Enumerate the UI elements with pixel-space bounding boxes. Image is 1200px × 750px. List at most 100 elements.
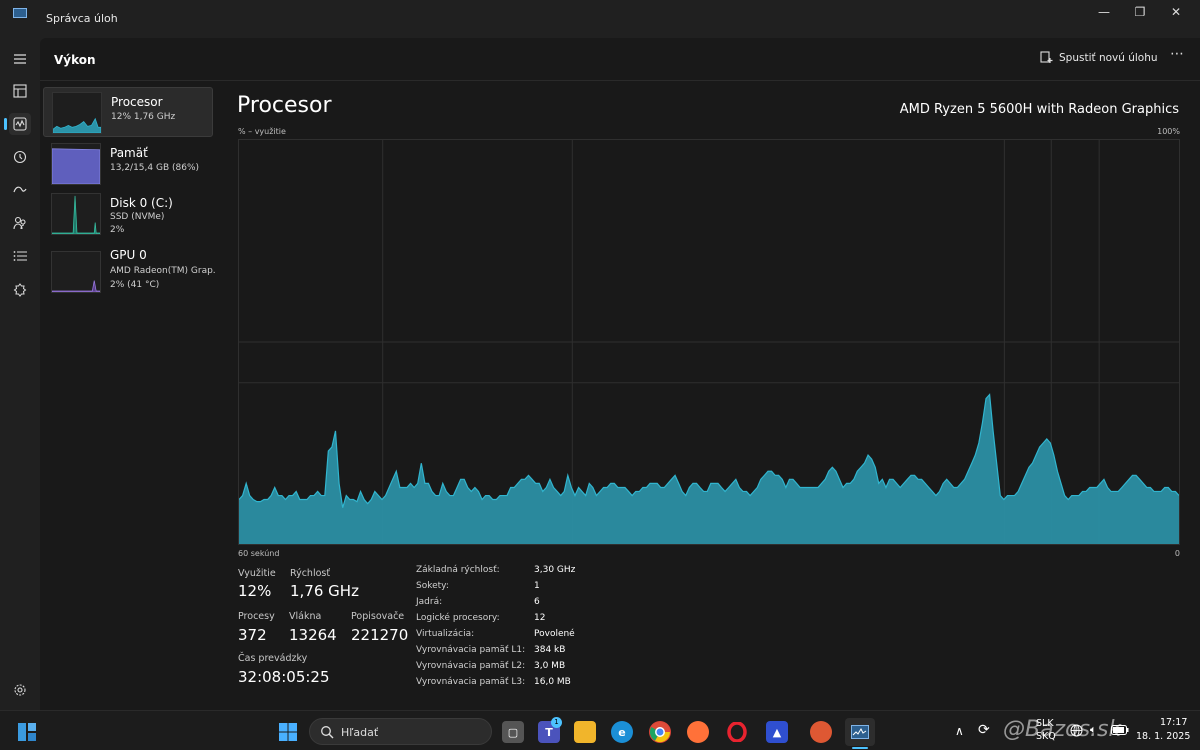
task-manager-window: Správca úloh — ❐ ✕ <box>0 0 1200 710</box>
detail-value: Povolené <box>534 629 575 639</box>
detail-value: 1 <box>534 581 540 591</box>
active-app-indicator <box>852 747 868 749</box>
detail-value: 16,0 MB <box>534 677 571 687</box>
detail-label: Vyrovnávacia pamäť L3: <box>416 677 526 687</box>
sidebar-item-name: Procesor <box>111 95 163 109</box>
sidebar-item-name: GPU 0 <box>110 248 147 262</box>
cpu-title: Procesor <box>237 93 332 118</box>
more-options-button[interactable]: ⋯ <box>1170 46 1185 62</box>
detail-label: Vyrovnávacia pamäť L1: <box>416 645 526 655</box>
run-new-task-label: Spustiť novú úlohu <box>1059 51 1158 64</box>
settings-gear-icon[interactable] <box>9 679 31 701</box>
details-icon[interactable] <box>9 245 31 267</box>
graph-label: % – využitie <box>238 127 286 136</box>
keyboard-layout-indicator[interactable]: SKQ <box>1036 731 1056 742</box>
detail-label: Základná rýchlosť: <box>416 565 500 575</box>
detail-label: Virtualizácia: <box>416 629 475 639</box>
sidebar-item-sub2: 2% <box>110 225 125 235</box>
hamburger-menu-icon[interactable] <box>9 48 31 70</box>
clock-date[interactable]: 18. 1. 2025 <box>1136 731 1191 742</box>
language-indicator[interactable]: SLK <box>1036 718 1054 729</box>
sidebar-item-name: Disk 0 (C:) <box>110 196 173 210</box>
minimize-button[interactable]: — <box>1098 5 1110 19</box>
sync-icon[interactable]: ⟳ <box>978 722 990 738</box>
graph-max-label: 100% <box>1157 127 1180 136</box>
chrome-browser-icon[interactable] <box>649 721 671 743</box>
services-icon[interactable] <box>9 279 31 301</box>
duckduckgo-icon[interactable] <box>810 721 832 743</box>
maximize-button[interactable]: ❐ <box>1134 5 1146 19</box>
task-manager-taskbar-icon[interactable] <box>845 718 875 746</box>
notification-badge: 1 <box>551 717 562 728</box>
sidebar-item-sub: AMD Radeon(TM) Grap. <box>110 266 216 276</box>
performance-sidebar: Procesor 12% 1,76 GHz Pamäť 13,2/15,4 GB… <box>40 81 218 710</box>
memory-thumbnail-graph <box>51 143 101 185</box>
detail-value: 6 <box>534 597 540 607</box>
detail-label: Logické procesory: <box>416 613 500 623</box>
task-view-icon[interactable]: ▢ <box>502 721 524 743</box>
sidebar-item-disk[interactable]: Disk 0 (C:) SSD (NVMe) 2% <box>43 189 213 239</box>
title-bar[interactable]: Správca úloh — ❐ ✕ <box>0 0 1200 38</box>
windows-taskbar: Hľadať ▢ T 1 e ▲ ∧ ⟳ @Bazos.sk SLK SKQ 🔈… <box>0 710 1200 750</box>
detail-value: 3,0 MB <box>534 661 566 671</box>
navigation-rail <box>0 38 40 710</box>
processes-icon[interactable] <box>9 80 31 102</box>
sidebar-item-cpu[interactable]: Procesor 12% 1,76 GHz <box>43 87 213 137</box>
sidebar-item-memory[interactable]: Pamäť 13,2/15,4 GB (86%) <box>43 139 213 189</box>
close-button[interactable]: ✕ <box>1170 5 1182 19</box>
page-title: Výkon <box>54 53 96 67</box>
show-hidden-icons-chevron-icon[interactable]: ∧ <box>955 724 964 738</box>
bazos-watermark: @Bazos.sk <box>1003 717 1122 742</box>
cpu-series-line <box>239 393 1179 508</box>
app-history-icon[interactable] <box>9 146 31 168</box>
graph-grid <box>239 140 1179 544</box>
main-area: Výkon Spustiť novú úlohu ⋯ Procesor 12% … <box>40 38 1200 710</box>
detail-value: 384 kB <box>534 645 566 655</box>
sidebar-item-name: Pamäť <box>110 146 148 160</box>
taskbar-search-box[interactable]: Hľadať <box>309 718 492 745</box>
uptime-value: 32:08:05:25 <box>238 668 330 686</box>
performance-icon[interactable] <box>4 113 31 135</box>
detail-label: Vyrovnávacia pamäť L2: <box>416 661 526 671</box>
detail-label: Jadrá: <box>416 597 443 607</box>
new-task-icon <box>1040 51 1053 63</box>
cpu-model: AMD Ryzen 5 5600H with Radeon Graphics <box>899 102 1179 117</box>
gpu-thumbnail-graph <box>51 251 101 293</box>
clock-time[interactable]: 17:17 <box>1160 717 1188 728</box>
graph-min-label: 0 <box>1174 549 1180 558</box>
page-header: Výkon Spustiť novú úlohu ⋯ <box>40 38 1200 81</box>
handles-value: 221270 <box>351 626 409 644</box>
uptime-label: Čas prevádzky <box>238 653 308 664</box>
startup-apps-icon[interactable] <box>9 179 31 201</box>
start-button-icon[interactable] <box>277 721 299 743</box>
threads-value: 13264 <box>289 626 337 644</box>
task-manager-app-icon <box>13 8 27 18</box>
detail-value: 12 <box>534 613 546 623</box>
widgets-icon[interactable] <box>16 721 38 743</box>
opera-browser-icon[interactable] <box>726 721 748 743</box>
sidebar-item-sub: 12% 1,76 GHz <box>111 112 176 122</box>
volume-icon[interactable]: 🔈︎ <box>1090 723 1097 736</box>
disk-thumbnail-graph <box>51 193 101 235</box>
cpu-detail-panel: Procesor AMD Ryzen 5 5600H with Radeon G… <box>218 81 1200 710</box>
sidebar-item-gpu[interactable]: GPU 0 AMD Radeon(TM) Grap. 2% (41 °C) <box>43 247 216 297</box>
users-icon[interactable] <box>9 212 31 234</box>
firefox-browser-icon[interactable] <box>687 721 709 743</box>
network-globe-icon[interactable] <box>1070 724 1083 740</box>
sidebar-item-sub2: 2% (41 °C) <box>110 280 160 290</box>
handles-label: Popisovače <box>351 611 405 622</box>
file-explorer-icon[interactable] <box>574 721 596 743</box>
detail-label: Sokety: <box>416 581 449 591</box>
battery-icon[interactable] <box>1111 725 1129 738</box>
run-new-task-button[interactable]: Spustiť novú úlohu <box>1040 51 1158 64</box>
edge-browser-icon[interactable]: e <box>611 721 633 743</box>
utilization-value: 12% <box>238 582 272 600</box>
speed-value: 1,76 GHz <box>290 582 359 600</box>
cpu-thumbnail-graph <box>52 92 102 134</box>
speed-label: Rýchlosť <box>290 568 331 579</box>
sidebar-item-sub: 13,2/15,4 GB (86%) <box>110 163 200 173</box>
detail-value: 3,30 GHz <box>534 565 576 575</box>
graph-time-label: 60 sekúnd <box>238 549 280 558</box>
cpu-series-area <box>239 394 1179 544</box>
scanner-app-icon[interactable]: ▲ <box>766 721 788 743</box>
